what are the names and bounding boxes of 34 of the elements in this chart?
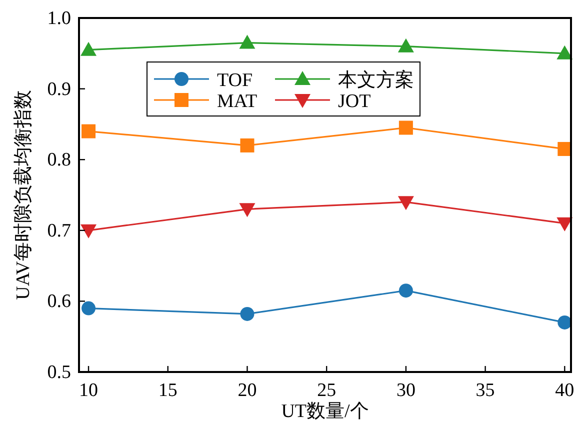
point xyxy=(80,42,97,56)
legend-label: TOF xyxy=(217,70,253,91)
x-tick-label: 20 xyxy=(238,380,257,401)
point xyxy=(239,203,256,218)
point xyxy=(82,301,96,316)
x-tick-label: 15 xyxy=(158,380,178,401)
point xyxy=(556,217,573,232)
point xyxy=(80,224,97,238)
point xyxy=(398,38,414,52)
x-tick-label: 25 xyxy=(317,380,336,401)
legend-label: JOT xyxy=(338,91,372,112)
legend-label: 本文方案 xyxy=(338,69,414,91)
x-tick-label: 10 xyxy=(79,380,98,401)
x-tick-label: 30 xyxy=(396,380,416,401)
x-axis-title: UT数量/个 xyxy=(281,401,369,422)
x-tick-label: 35 xyxy=(476,380,495,401)
y-tick-label: 0.6 xyxy=(47,291,71,312)
y-tick-label: 0.7 xyxy=(47,220,71,242)
y-tick-label: 0.5 xyxy=(47,362,71,383)
point xyxy=(398,196,414,210)
point xyxy=(558,315,572,330)
point xyxy=(556,45,573,60)
legend-label: MAT xyxy=(217,91,258,112)
point xyxy=(239,34,256,49)
y-axis-title: UAV每时隙负载均衡指数 xyxy=(13,90,34,300)
point xyxy=(82,124,96,138)
x-tick-label: 40 xyxy=(555,380,574,401)
y-tick-label: 1.0 xyxy=(47,8,71,29)
point xyxy=(240,138,254,152)
point xyxy=(398,284,413,298)
y-tick-label: 0.9 xyxy=(47,78,71,100)
y-tick-label: 0.8 xyxy=(47,150,71,171)
point xyxy=(398,120,413,135)
point xyxy=(240,306,254,321)
